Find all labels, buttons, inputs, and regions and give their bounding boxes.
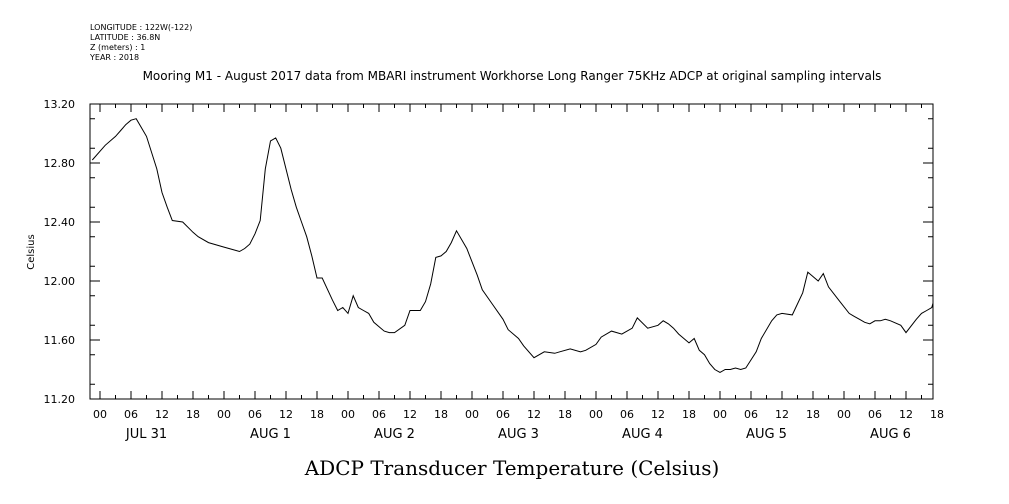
x-hour-tick-label: 18 <box>434 408 448 421</box>
x-hour-tick-label: 06 <box>248 408 262 421</box>
x-hour-tick-label: 18 <box>186 408 200 421</box>
y-tick-label: 12.40 <box>44 216 76 229</box>
temperature-series-line <box>91 118 934 374</box>
x-hour-tick-label: 18 <box>310 408 324 421</box>
x-day-label: AUG 4 <box>622 427 663 442</box>
x-day-label: JUL 31 <box>125 427 167 442</box>
x-day-label: AUG 5 <box>746 427 787 442</box>
x-hour-tick-label: 06 <box>868 408 882 421</box>
x-hour-tick-label: 06 <box>496 408 510 421</box>
x-hour-tick-label: 18 <box>806 408 820 421</box>
x-hour-tick-label: 00 <box>93 408 107 421</box>
x-day-label: AUG 3 <box>498 427 539 442</box>
x-day-label: AUG 2 <box>374 427 415 442</box>
depth-label: Z (meters) : 1 <box>90 43 145 52</box>
x-hour-tick-label: 12 <box>155 408 169 421</box>
y-axis-label: Celsius <box>26 234 37 269</box>
y-tick-label: 11.20 <box>44 393 76 406</box>
x-hour-tick-label: 00 <box>713 408 727 421</box>
year-label: YEAR : 2018 <box>89 53 139 62</box>
x-axis-label: ADCP Transducer Temperature (Celsius) <box>304 456 720 480</box>
x-hour-tick-label: 06 <box>744 408 758 421</box>
chart-title: Mooring M1 - August 2017 data from MBARI… <box>143 69 882 83</box>
x-hour-tick-label: 12 <box>775 408 789 421</box>
x-hour-tick-label: 00 <box>341 408 355 421</box>
x-hour-tick-label: 06 <box>372 408 386 421</box>
x-hour-tick-label: 00 <box>589 408 603 421</box>
x-hour-tick-label: 06 <box>124 408 138 421</box>
x-hour-tick-label: 18 <box>682 408 696 421</box>
x-day-label: AUG 6 <box>870 427 911 442</box>
x-hour-tick-label: 06 <box>620 408 634 421</box>
y-tick-label: 13.20 <box>44 98 76 111</box>
y-tick-label: 11.60 <box>44 334 76 347</box>
x-hour-tick-label: 18 <box>930 408 944 421</box>
x-hour-tick-label: 00 <box>837 408 851 421</box>
longitude-label: LONGITUDE : 122W(-122) <box>90 23 192 32</box>
x-hour-tick-label: 12 <box>651 408 665 421</box>
x-hour-tick-label: 12 <box>279 408 293 421</box>
x-hour-tick-label: 00 <box>465 408 479 421</box>
latitude-label: LATITUDE : 36.8N <box>90 33 160 42</box>
x-hour-tick-label: 12 <box>527 408 541 421</box>
y-tick-label: 12.80 <box>44 157 76 170</box>
x-hour-tick-label: 18 <box>558 408 572 421</box>
x-hour-tick-label: 12 <box>899 408 913 421</box>
x-hour-tick-label: 12 <box>403 408 417 421</box>
x-hour-tick-label: 00 <box>217 408 231 421</box>
x-day-label: AUG 1 <box>250 427 291 442</box>
plot-frame <box>89 103 934 400</box>
y-tick-label: 12.00 <box>44 275 76 288</box>
